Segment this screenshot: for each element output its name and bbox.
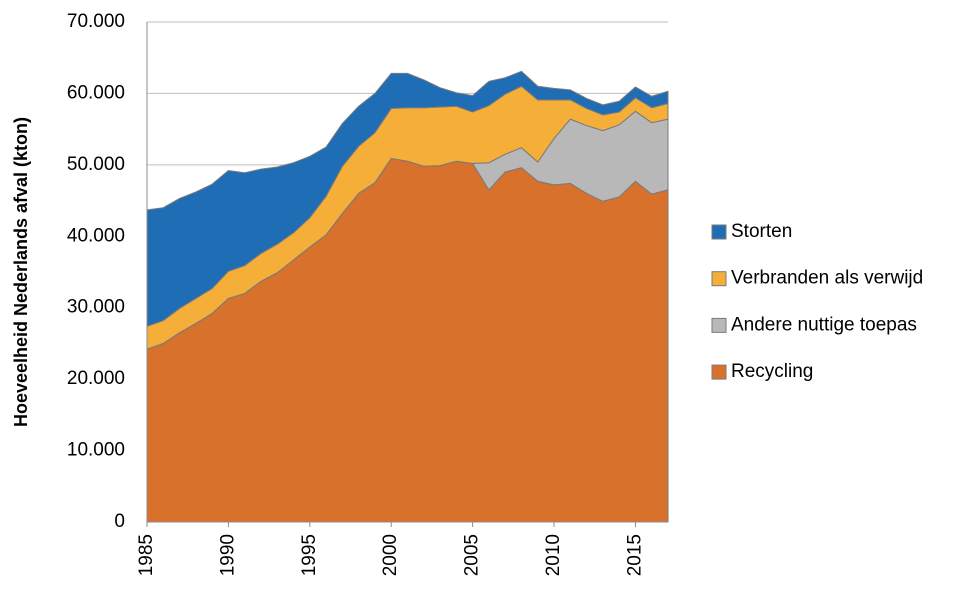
x-tick-label: 2005 xyxy=(462,534,483,576)
x-tick-label: 2000 xyxy=(380,534,401,576)
legend-label: Recycling xyxy=(731,361,813,382)
x-tick-label: 1985 xyxy=(136,534,157,576)
y-tick-label: 50.000 xyxy=(67,154,125,175)
legend-swatch xyxy=(711,224,727,240)
y-tick-label: 30.000 xyxy=(67,297,125,318)
x-tick-label: 2010 xyxy=(543,534,564,576)
legend-label: Andere nuttige toepas xyxy=(731,314,917,335)
legend-swatch xyxy=(711,271,727,287)
y-tick-label: 0 xyxy=(114,511,125,532)
y-tick-label: 10.000 xyxy=(67,440,125,461)
legend-swatch xyxy=(711,317,727,333)
y-tick-label: 20.000 xyxy=(67,368,125,389)
legend-label: Verbranden als verwijd xyxy=(731,268,923,289)
y-tick-label: 40.000 xyxy=(67,225,125,246)
y-tick-label: 70.000 xyxy=(67,11,125,32)
x-tick-label: 1995 xyxy=(299,534,320,576)
y-tick-label: 60.000 xyxy=(67,82,125,103)
y-axis-label: Hoeveelheid Nederlands afval (kton) xyxy=(11,117,31,427)
x-tick-label: 1990 xyxy=(217,534,238,576)
legend-label: Storten xyxy=(731,221,792,242)
x-tick-label: 2015 xyxy=(624,534,645,576)
legend-swatch xyxy=(711,364,727,380)
area xyxy=(146,70,669,327)
